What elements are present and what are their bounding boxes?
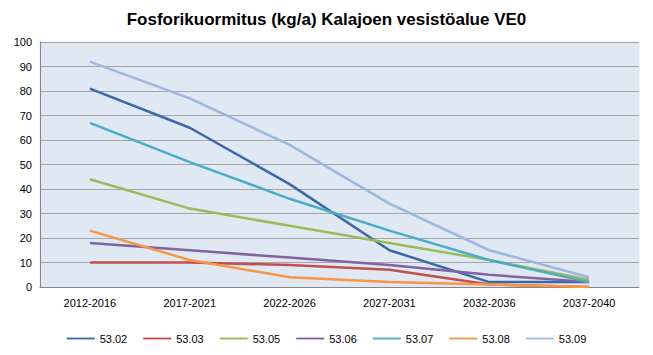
svg-text:Fosforikuormitus (kg/a) Kalajo: Fosforikuormitus (kg/a) Kalajoen vesistö… <box>127 10 527 29</box>
svg-text:80: 80 <box>20 85 32 97</box>
svg-text:53.07: 53.07 <box>406 333 434 345</box>
svg-text:53.02: 53.02 <box>100 333 128 345</box>
svg-text:60: 60 <box>20 134 32 146</box>
svg-text:2022-2026: 2022-2026 <box>263 297 316 309</box>
svg-text:2037-2040: 2037-2040 <box>563 297 616 309</box>
svg-text:2032-2036: 2032-2036 <box>463 297 516 309</box>
svg-text:100: 100 <box>14 36 32 48</box>
svg-text:53.03: 53.03 <box>176 333 204 345</box>
svg-text:0: 0 <box>26 281 32 293</box>
svg-text:53.06: 53.06 <box>329 333 357 345</box>
svg-text:2012-2016: 2012-2016 <box>64 297 117 309</box>
svg-text:10: 10 <box>20 257 32 269</box>
svg-text:2017-2021: 2017-2021 <box>163 297 216 309</box>
svg-text:53.05: 53.05 <box>253 333 281 345</box>
svg-text:2027-2031: 2027-2031 <box>363 297 416 309</box>
svg-text:50: 50 <box>20 159 32 171</box>
svg-text:90: 90 <box>20 61 32 73</box>
svg-text:53.08: 53.08 <box>482 333 510 345</box>
svg-text:53.09: 53.09 <box>559 333 587 345</box>
svg-text:30: 30 <box>20 208 32 220</box>
svg-text:20: 20 <box>20 232 32 244</box>
svg-text:40: 40 <box>20 183 32 195</box>
svg-text:70: 70 <box>20 110 32 122</box>
